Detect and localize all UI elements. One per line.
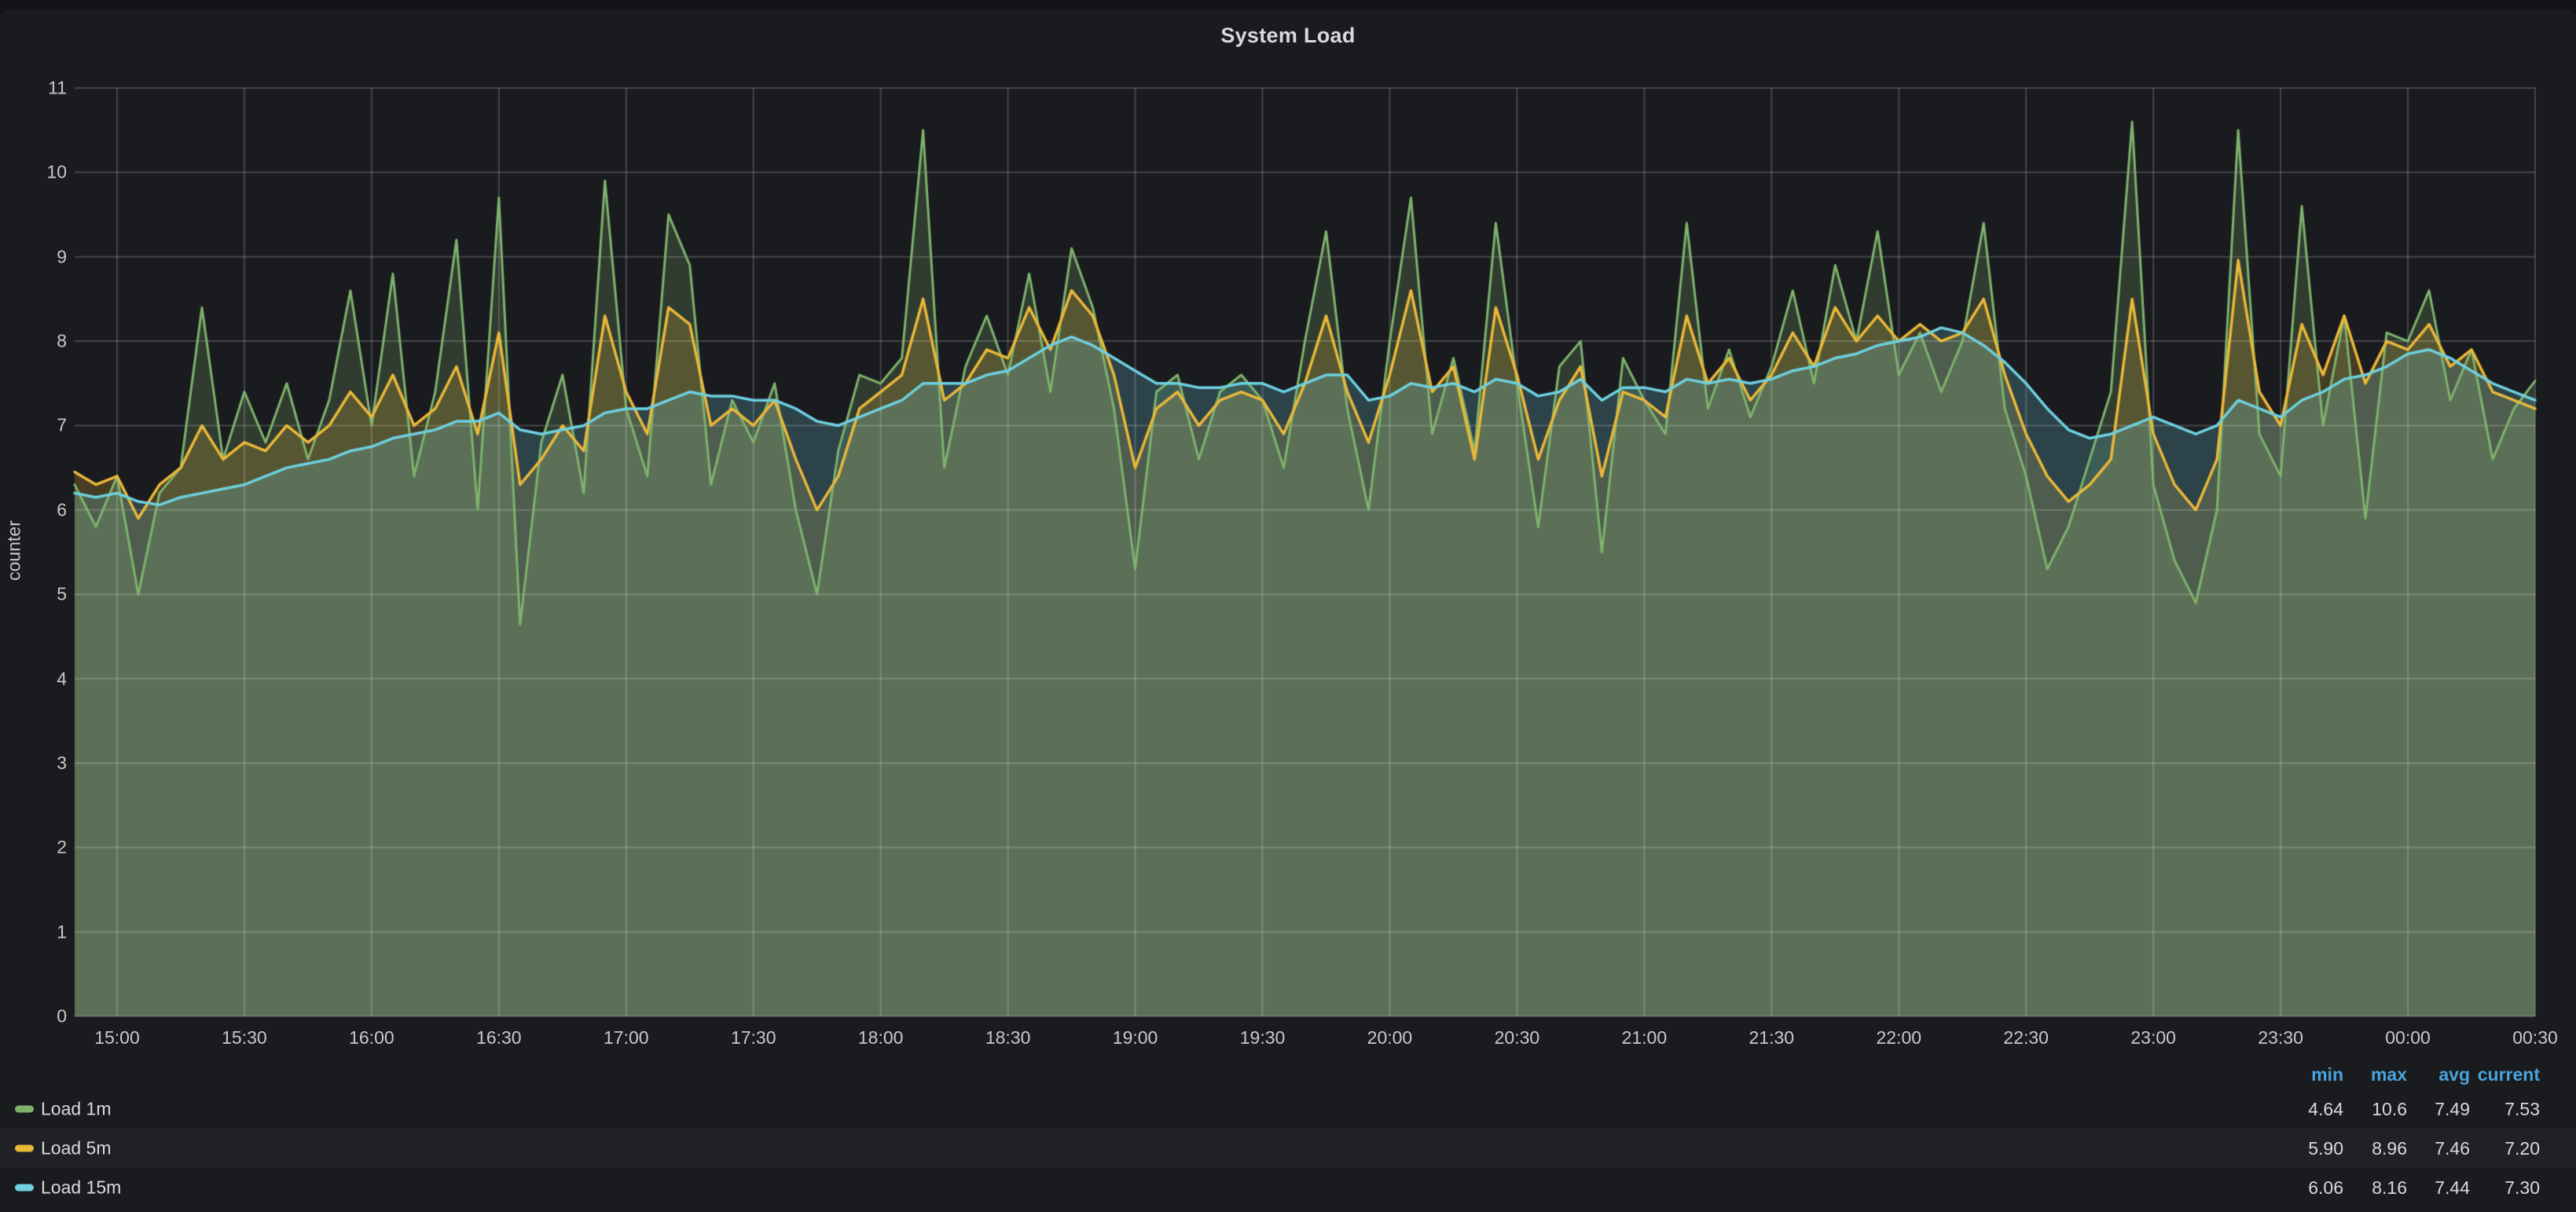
x-tick-label: 23:00 bbox=[2130, 1027, 2176, 1049]
legend-series-label[interactable]: Load 5m bbox=[41, 1138, 112, 1159]
legend: minmaxavgcurrent Load 1m 4.6410.67.497.53… bbox=[0, 1060, 2576, 1207]
system-load-panel: System Load counter 01234567891011 15:00… bbox=[0, 9, 2576, 1212]
legend-row-load-15m: Load 15m 6.068.167.447.30 bbox=[0, 1168, 2576, 1207]
legend-value-max: 8.16 bbox=[2343, 1177, 2407, 1199]
legend-swatch-icon[interactable] bbox=[15, 1106, 34, 1113]
y-tick-label: 5 bbox=[0, 584, 67, 605]
x-tick-label: 16:00 bbox=[349, 1027, 394, 1049]
x-tick-label: 21:30 bbox=[1749, 1027, 1795, 1049]
x-tick-label: 15:30 bbox=[222, 1027, 267, 1049]
x-tick-label: 17:00 bbox=[604, 1027, 649, 1049]
x-tick-label: 19:00 bbox=[1113, 1027, 1158, 1049]
x-tick-label: 17:30 bbox=[731, 1027, 776, 1049]
y-tick-label: 6 bbox=[0, 499, 67, 520]
y-tick-label: 3 bbox=[0, 752, 67, 773]
legend-swatch-icon[interactable] bbox=[15, 1184, 34, 1192]
y-tick-label: 4 bbox=[0, 668, 67, 689]
legend-value-current: 7.20 bbox=[2470, 1138, 2540, 1159]
legend-series-label[interactable]: Load 1m bbox=[41, 1099, 112, 1120]
y-tick-label: 11 bbox=[0, 78, 67, 99]
legend-series-label[interactable]: Load 15m bbox=[41, 1177, 121, 1199]
legend-header: minmaxavgcurrent bbox=[0, 1060, 2576, 1089]
x-tick-label: 23:30 bbox=[2258, 1027, 2303, 1049]
x-tick-label: 22:30 bbox=[2003, 1027, 2049, 1049]
x-tick-label: 20:00 bbox=[1367, 1027, 1413, 1049]
legend-value-min: 5.90 bbox=[2281, 1138, 2343, 1159]
x-tick-label: 22:00 bbox=[1876, 1027, 1921, 1049]
y-tick-label: 10 bbox=[0, 162, 67, 183]
y-tick-label: 2 bbox=[0, 837, 67, 858]
y-tick-label: 0 bbox=[0, 1006, 67, 1027]
x-tick-label: 20:30 bbox=[1495, 1027, 1540, 1049]
legend-rows: Load 1m4.6410.67.497.53Load 5m5.908.967.… bbox=[0, 1089, 2576, 1207]
legend-value-max: 10.6 bbox=[2343, 1099, 2407, 1120]
x-tick-label: 18:00 bbox=[858, 1027, 904, 1049]
legend-swatch-icon[interactable] bbox=[15, 1145, 34, 1152]
y-tick-label: 9 bbox=[0, 246, 67, 267]
legend-value-max: 8.96 bbox=[2343, 1138, 2407, 1159]
legend-column-min[interactable]: min bbox=[2281, 1064, 2343, 1085]
legend-column-max[interactable]: max bbox=[2343, 1064, 2407, 1085]
legend-value-avg: 7.44 bbox=[2407, 1177, 2470, 1199]
legend-value-min: 6.06 bbox=[2281, 1177, 2343, 1199]
y-tick-label: 1 bbox=[0, 921, 67, 942]
legend-value-min: 4.64 bbox=[2281, 1099, 2343, 1120]
x-tick-label: 16:30 bbox=[476, 1027, 522, 1049]
legend-row-load-1m: Load 1m 4.6410.67.497.53 bbox=[0, 1089, 2576, 1129]
y-tick-label: 7 bbox=[0, 415, 67, 436]
legend-value-avg: 7.46 bbox=[2407, 1138, 2470, 1159]
x-tick-label: 18:30 bbox=[985, 1027, 1031, 1049]
legend-column-current[interactable]: current bbox=[2470, 1064, 2540, 1085]
legend-row-load-5m: Load 5m 5.908.967.467.20 bbox=[0, 1129, 2576, 1168]
x-tick-label: 21:00 bbox=[1622, 1027, 1668, 1049]
legend-column-avg[interactable]: avg bbox=[2407, 1064, 2470, 1085]
x-tick-label: 00:30 bbox=[2512, 1027, 2558, 1049]
x-tick-label: 15:00 bbox=[94, 1027, 140, 1049]
legend-value-avg: 7.49 bbox=[2407, 1099, 2470, 1120]
legend-value-current: 7.53 bbox=[2470, 1099, 2540, 1120]
y-tick-label: 8 bbox=[0, 331, 67, 352]
legend-value-current: 7.30 bbox=[2470, 1177, 2540, 1199]
x-tick-label: 00:00 bbox=[2385, 1027, 2431, 1049]
x-tick-label: 19:30 bbox=[1240, 1027, 1286, 1049]
